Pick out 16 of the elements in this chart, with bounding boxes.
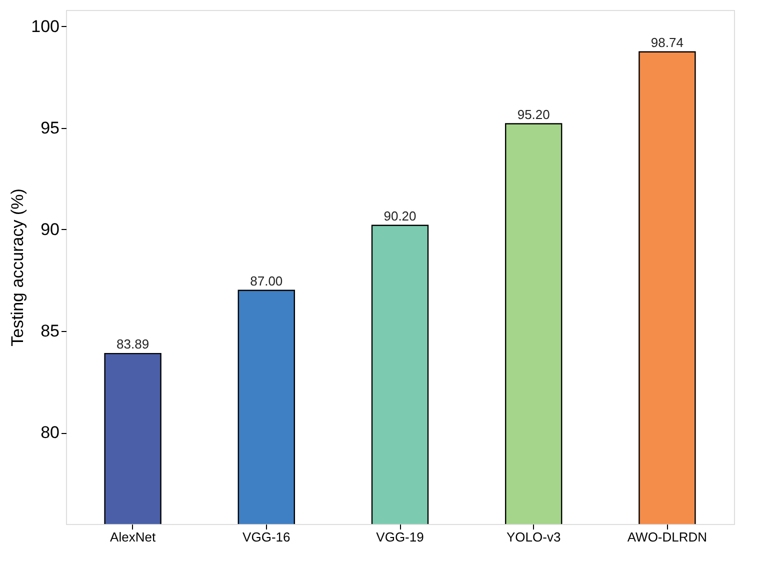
y-tick-label: 90 — [40, 220, 60, 239]
data-label: 87.00 — [250, 273, 283, 288]
y-axis-title: Testing accuracy (%) — [8, 188, 28, 346]
data-label: 98.74 — [650, 34, 684, 50]
y-tick-label: 85 — [40, 321, 60, 340]
x-tick-label: AWO-DLRDN — [627, 530, 708, 544]
x-tick-label: VGG-16 — [242, 530, 290, 544]
x-tick-label: YOLO-v3 — [506, 530, 561, 544]
y-tick-label: 100 — [31, 16, 60, 36]
data-label: 83.89 — [116, 336, 150, 352]
y-tick-label: 80 — [40, 423, 60, 442]
data-label: 90.20 — [384, 208, 416, 224]
x-tick-label: AlexNet — [110, 530, 156, 544]
data-label: 95.20 — [517, 106, 550, 122]
y-tick-label: 95 — [40, 118, 60, 138]
x-tick-label: VGG-19 — [376, 530, 424, 544]
